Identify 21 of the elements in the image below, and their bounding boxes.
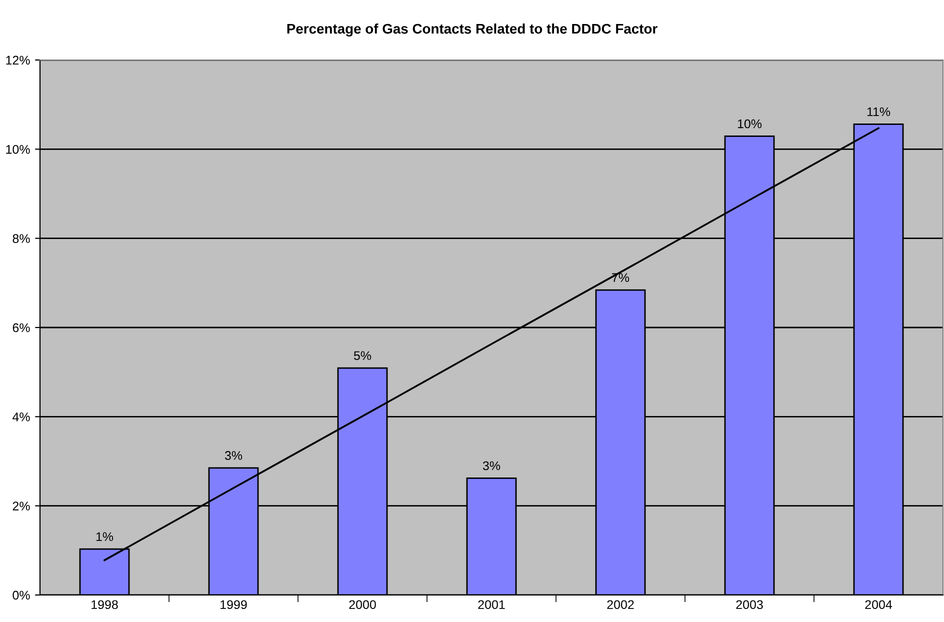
x-tick-label: 2000 — [349, 600, 376, 610]
x-tick-label: 2002 — [607, 600, 634, 610]
y-tick-label: 8% — [12, 234, 30, 243]
x-tick-label: 2001 — [478, 600, 505, 610]
x-tick-label: 2004 — [865, 600, 892, 610]
x-tick-label: 1998 — [92, 600, 118, 610]
y-tick-label: 10% — [6, 144, 30, 154]
y-tick-label: 4% — [12, 412, 30, 422]
data-label: 11% — [867, 107, 890, 116]
y-tick-label: 2% — [12, 502, 30, 510]
y-tick-label: 12% — [6, 56, 30, 65]
data-label: 3% — [224, 451, 242, 460]
data-label: 1% — [96, 532, 114, 542]
data-label: 10% — [738, 119, 762, 128]
x-tick-label: 1999 — [220, 600, 247, 610]
data-label: 5% — [354, 351, 372, 360]
y-tick-label: 0% — [12, 590, 30, 600]
chart-title: Percentage of Gas Contacts Related to the DDDC Factor — [287, 23, 658, 37]
data-label: 3% — [482, 461, 500, 470]
x-tick-label: 2003 — [736, 600, 763, 610]
y-tick-label: 6% — [12, 323, 30, 332]
